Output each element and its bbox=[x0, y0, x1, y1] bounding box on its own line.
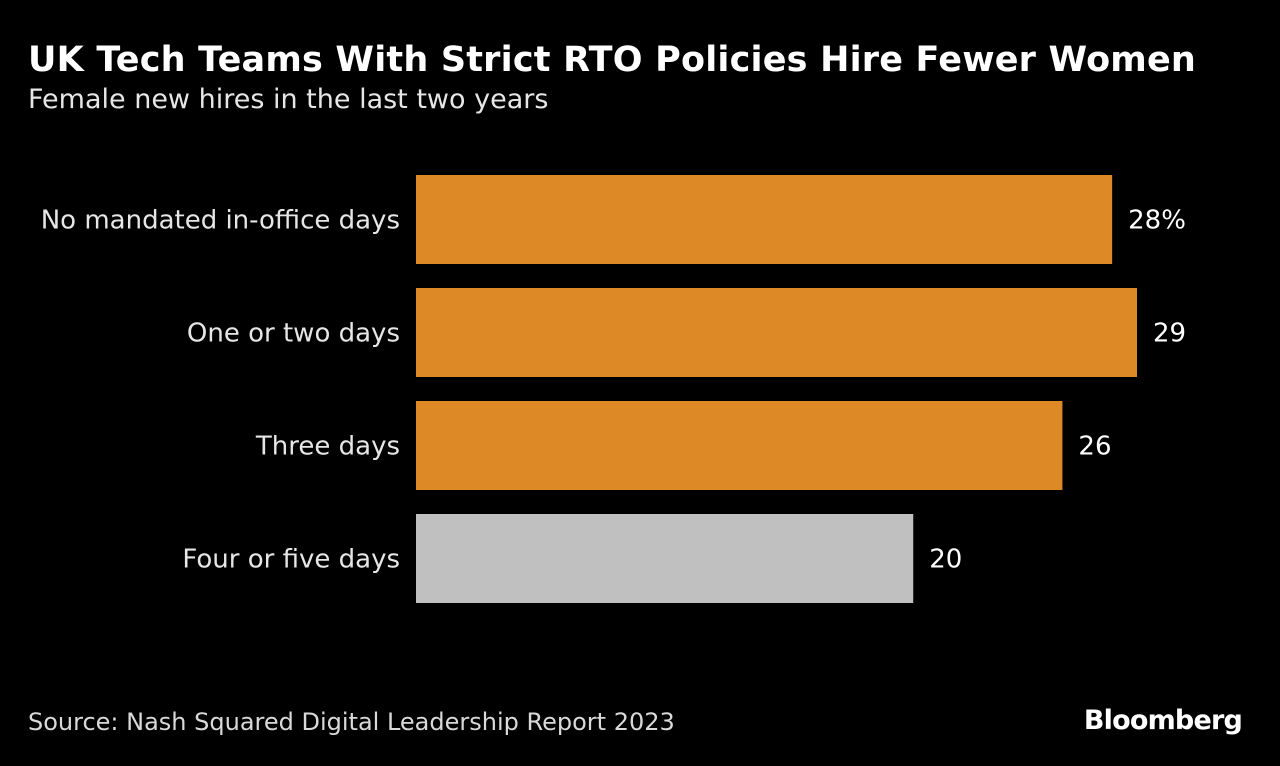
chart-subtitle: Female new hires in the last two years bbox=[28, 84, 549, 115]
bar bbox=[416, 514, 914, 603]
category-label: Four or five days bbox=[182, 545, 400, 575]
bar bbox=[416, 288, 1137, 377]
value-label: 26 bbox=[1078, 432, 1111, 462]
bar bbox=[416, 401, 1063, 490]
bar bbox=[416, 175, 1113, 264]
value-label: 20 bbox=[929, 545, 962, 575]
bloomberg-logo: Bloomberg bbox=[1083, 705, 1243, 736]
value-label: 29 bbox=[1153, 319, 1186, 349]
value-label: 28% bbox=[1128, 206, 1186, 236]
category-label: One or two days bbox=[187, 319, 400, 349]
category-label: No mandated in-office days bbox=[41, 206, 400, 236]
chart-title: UK Tech Teams With Strict RTO Policies H… bbox=[28, 40, 1197, 80]
source-note: Source: Nash Squared Digital Leadership … bbox=[28, 708, 675, 736]
category-label: Three days bbox=[255, 432, 400, 462]
